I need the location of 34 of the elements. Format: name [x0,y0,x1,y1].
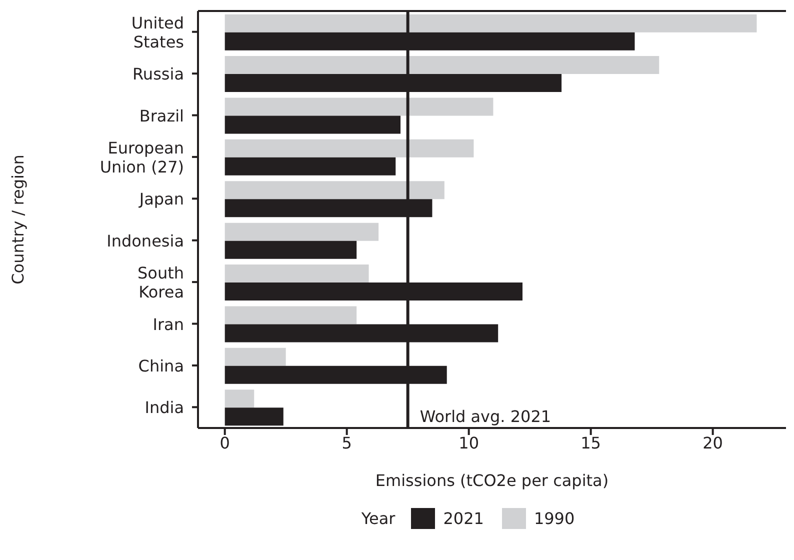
bar [224,14,757,32]
legend-label: 2021 [443,509,484,528]
y-tick-label: European Union (27) [100,138,184,176]
y-tick-label: Japan [138,189,184,208]
bar [224,348,286,366]
y-tick-label: Iran [152,314,184,334]
x-tick-label: 5 [342,433,352,452]
bar [224,98,494,116]
legend-label: 1990 [534,509,575,528]
y-tick-label: India [144,398,184,417]
x-tick-label: 0 [220,433,230,452]
bar [224,240,357,259]
bar [224,390,254,408]
bar [224,222,379,241]
bar [224,157,396,176]
x-tick-label: 20 [702,433,723,452]
bar [224,56,660,74]
ref-line-label: World avg. 2021 [420,407,552,426]
bar [224,139,474,158]
x-tick-label: 10 [458,433,479,452]
y-tick-label: Brazil [139,106,184,125]
y-axis-title: Country / region [8,154,28,284]
x-axis-title: Emissions (tCO2e per capita) [375,471,609,490]
y-tick-label: South Korea [138,263,184,302]
y-tick-label: United States [131,12,184,51]
bar [224,116,401,134]
y-tick-label: Indonesia [106,230,184,250]
y-tick-label: Russia [132,64,184,84]
bar [224,181,444,200]
bar [224,264,369,283]
legend-title: Year [361,509,396,528]
bar [224,306,357,324]
x-tick-label: 15 [580,433,601,452]
y-tick-label: China [138,356,184,375]
